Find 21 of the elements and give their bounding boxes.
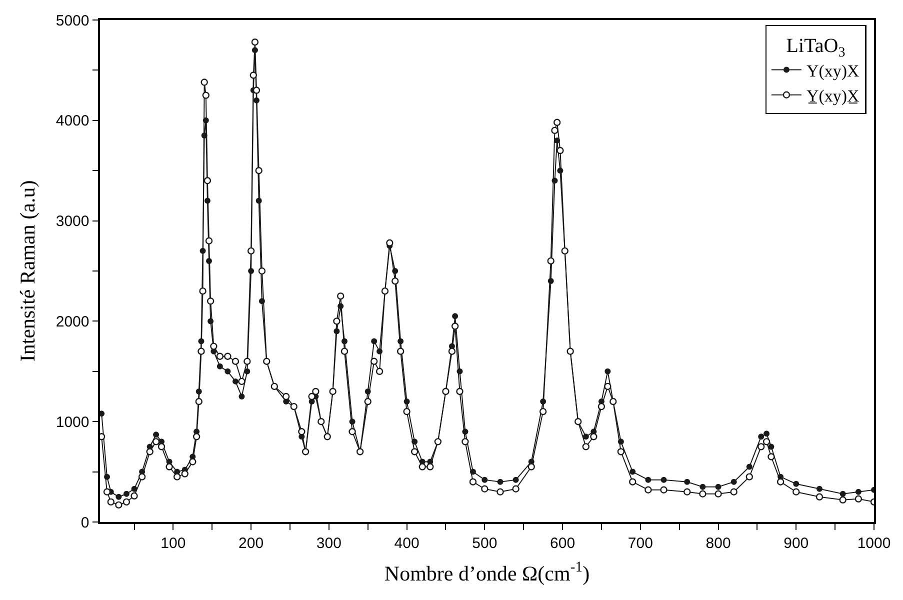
y-tick-label: 1000	[56, 414, 90, 431]
x-tick-label: 700	[628, 534, 653, 552]
x-tick-label: 1000	[857, 534, 891, 552]
y-axis-title: Intensité Raman (a.u)	[16, 180, 40, 362]
legend-label: Y(xy)X	[806, 61, 860, 80]
y-tick-label: 3000	[56, 213, 90, 230]
x-tick-label: 400	[394, 534, 420, 552]
x-axis-title: Nombre d’onde Ω(cm$^{-1}$)	[384, 560, 590, 586]
x-tick-label: 800	[706, 534, 731, 552]
x-tick-label: 100	[160, 534, 186, 552]
legend-title: LiTaO$_{3}$	[786, 35, 846, 60]
x-tick-label: 600	[550, 534, 576, 552]
y-tick-label: 2000	[56, 313, 90, 330]
legend-label: Y̲(xy)X̲	[806, 86, 860, 106]
x-tick-label: 500	[472, 534, 498, 552]
x-tick-label: 300	[316, 534, 342, 552]
x-tick-label: 200	[238, 534, 264, 552]
y-tick-label: 5000	[56, 12, 90, 30]
y-tick-label: 0	[80, 514, 90, 532]
x-tick-label: 900	[784, 534, 809, 552]
y-tick-label: 4000	[56, 112, 90, 130]
